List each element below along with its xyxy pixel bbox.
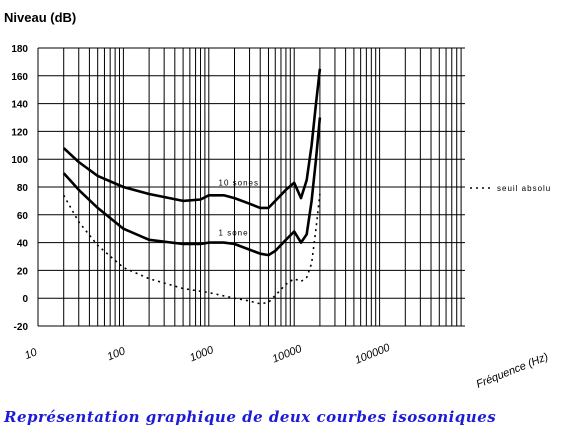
x-tick-labels: 10 100 1000 10000 100000 xyxy=(23,341,393,366)
y-tick-label: 0 xyxy=(22,294,28,305)
y-tick-label: 160 xyxy=(11,72,28,83)
y-tick-label: 40 xyxy=(17,239,29,250)
chart-title: Niveau (dB) xyxy=(4,10,76,25)
y-tick-label: 60 xyxy=(17,211,29,222)
series-line-10-sones xyxy=(62,68,322,210)
y-tick-label: 140 xyxy=(11,100,28,111)
annotations: 10 sones 1 sone xyxy=(219,179,259,238)
y-tick-label: 20 xyxy=(17,266,29,277)
y-tick-labels: -20 0 20 40 60 80 100 120 140 160 180 xyxy=(11,44,28,333)
x-tick-label: 10 xyxy=(23,346,40,362)
y-tick-label: -20 xyxy=(14,322,29,333)
curve-annotation: 10 sones xyxy=(219,179,259,188)
x-tick-label: 100000 xyxy=(353,341,392,366)
x-tick-label: 10000 xyxy=(271,343,305,366)
chart-caption: Représentation graphique de deux courbes… xyxy=(3,408,496,426)
y-tick-label: 80 xyxy=(17,183,29,194)
x-axis-label: Fréquence (Hz) xyxy=(475,351,551,391)
y-tick-label: 120 xyxy=(11,127,28,138)
series-line-1-sone xyxy=(62,117,322,257)
y-tick-label: 100 xyxy=(11,155,28,166)
legend-label-seuil-absolu: seuil absolu xyxy=(497,184,551,193)
x-tick-label: 100 xyxy=(106,345,128,363)
x-tick-label: 1000 xyxy=(188,344,216,365)
series-group xyxy=(62,68,322,305)
grid xyxy=(37,47,465,327)
legend: seuil absolu xyxy=(470,184,551,193)
curve-annotation: 1 sone xyxy=(219,229,249,238)
y-tick-label: 180 xyxy=(11,44,28,55)
series-line-seuil-absolu xyxy=(63,193,321,305)
